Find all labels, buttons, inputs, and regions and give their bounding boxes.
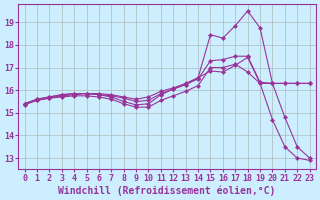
- X-axis label: Windchill (Refroidissement éolien,°C): Windchill (Refroidissement éolien,°C): [58, 185, 276, 196]
